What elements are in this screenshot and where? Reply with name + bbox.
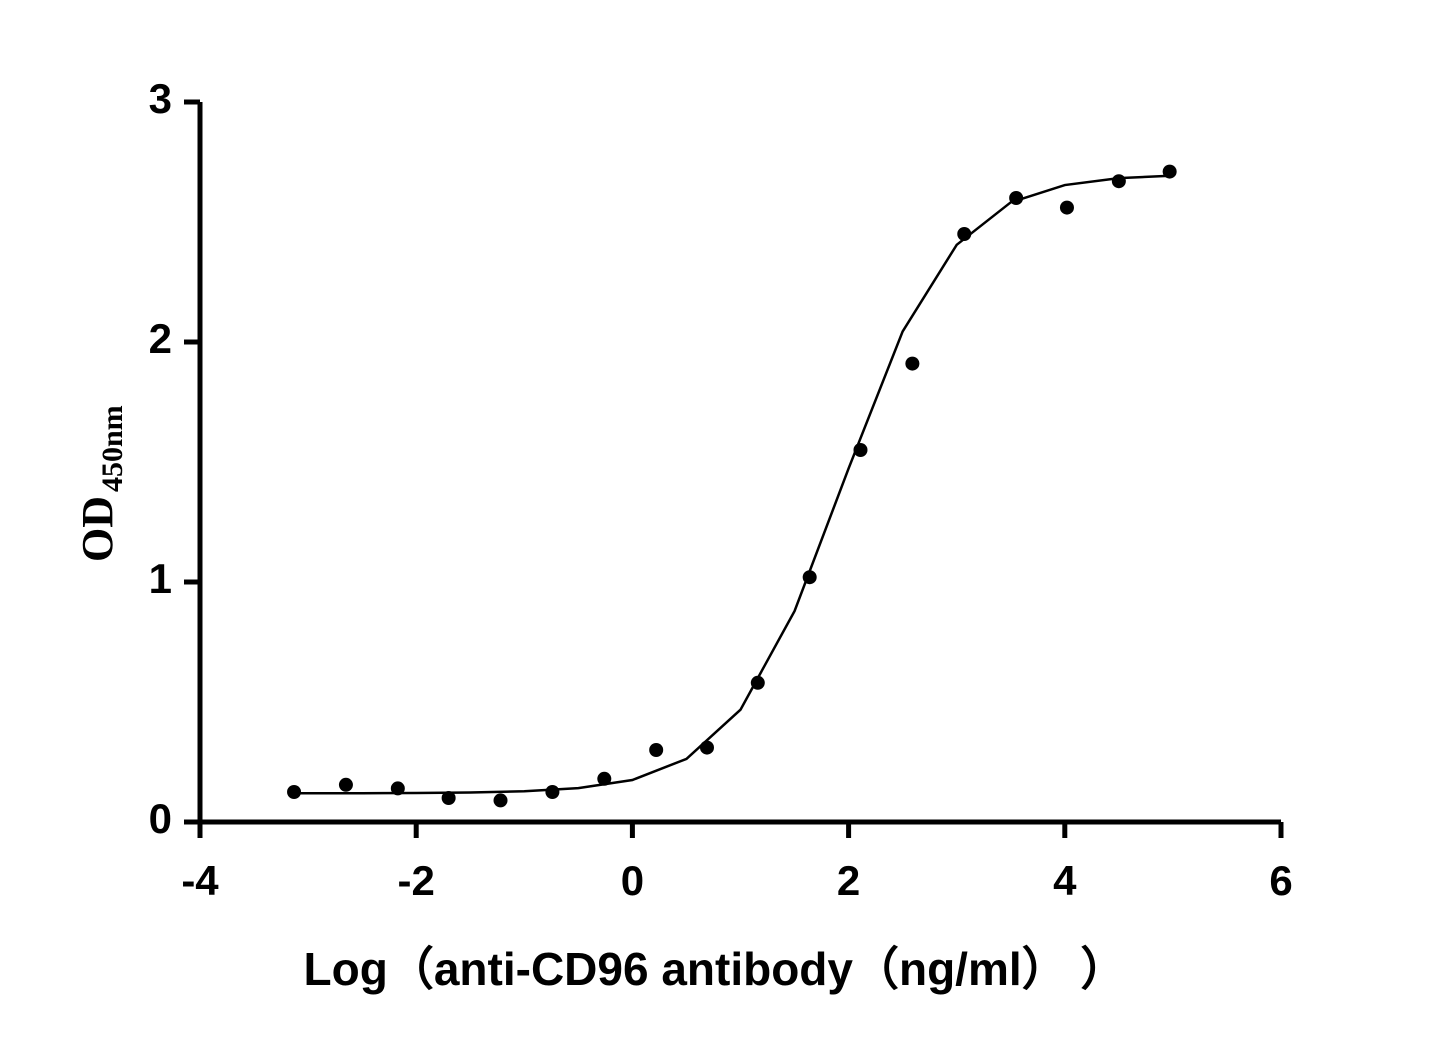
- data-point: [1059, 200, 1074, 215]
- y-axis-label-sub: 450nm: [96, 405, 129, 492]
- data-point: [390, 781, 405, 796]
- data-point: [649, 743, 664, 757]
- y-tick-label: 1: [149, 555, 172, 602]
- fit-curve: [297, 174, 1173, 795]
- x-tick-label: 4: [1053, 857, 1077, 904]
- data-point: [853, 443, 868, 457]
- x-axis-label: Log（anti-CD96 antibody（ng/ml） ）: [304, 943, 1127, 995]
- data-point: [338, 777, 353, 792]
- y-tick-label: 2: [149, 315, 172, 362]
- y-axis-label: OD: [73, 496, 122, 562]
- data-point: [493, 793, 508, 808]
- data-point: [905, 356, 920, 371]
- y-tick-label: 3: [149, 75, 172, 122]
- data-point: [545, 785, 560, 799]
- x-tick-label: 2: [837, 857, 860, 904]
- data-point: [699, 740, 714, 755]
- y-tick-label: 0: [149, 795, 172, 842]
- data-point: [597, 771, 612, 786]
- x-tick-label: -2: [398, 857, 435, 904]
- data-point: [441, 791, 456, 805]
- data-point: [1111, 174, 1126, 189]
- x-tick-label: -4: [181, 857, 219, 904]
- data-point: [1162, 164, 1177, 179]
- data-point: [1009, 191, 1024, 205]
- y-axis-label-group: OD 450nm: [73, 405, 129, 562]
- x-tick-label: 0: [621, 857, 644, 904]
- data-point: [287, 785, 302, 799]
- data-point: [750, 675, 765, 690]
- data-point: [957, 227, 972, 241]
- data-point: [802, 570, 817, 585]
- x-tick-label: 6: [1269, 857, 1292, 904]
